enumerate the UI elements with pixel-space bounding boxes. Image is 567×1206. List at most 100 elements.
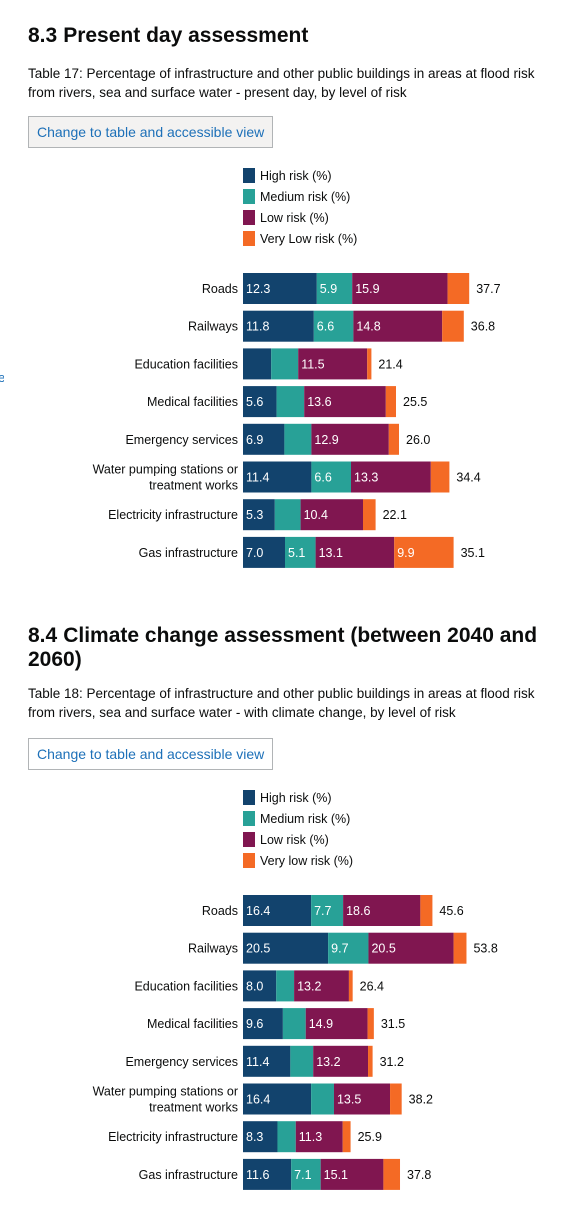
bar-segment [295,1121,343,1153]
category-label: Education facilities [134,979,238,993]
bar-segment [333,1083,391,1115]
bar-segment [313,310,354,342]
category-label: treatment works [149,479,238,493]
bar-value-label: 7.0 [246,546,263,560]
toggle-table-view-button[interactable]: Change to table and accessible view [28,738,274,770]
bar-segment [290,1045,314,1077]
bar-segment [243,932,329,964]
truncated-link-fragment[interactable]: e [0,371,4,385]
bar-value-label: 12.3 [246,282,270,296]
bar-segment [383,1158,401,1190]
bar-segment [243,1045,291,1077]
bar-value-label: 14.9 [309,1017,333,1031]
bar-segment [367,1008,374,1040]
legend-swatch [243,811,255,826]
bar-segment [243,1121,278,1153]
bar-segment [243,273,317,304]
bar-value-label: 16.4 [246,904,270,918]
section-number: 8.3 [28,24,58,47]
bar-segment [243,1083,312,1115]
legend-label: Low risk (%) [260,211,329,225]
section-heading: 8.4 Climate change assessment (between 20… [28,624,558,672]
legend-label: Very low risk (%) [260,854,353,868]
bar-value-label: 13.6 [307,395,331,409]
section-number: 8.4 [28,624,58,647]
bar-segment [282,1008,306,1040]
bar-value-label: 13.3 [354,471,378,485]
bar-value-label: 11.3 [299,1130,322,1144]
bar-total-label: 45.6 [439,904,463,918]
bar-total-label: 34.4 [456,471,480,485]
bar-segment [243,970,277,1002]
toggle-table-view-button[interactable]: Change to table and accessible view [28,116,274,148]
bar-segment [442,310,464,342]
category-label: Roads [202,282,238,296]
bar-value-label: 11.6 [246,1168,269,1182]
bar-segment [311,423,389,455]
bar-segment [420,895,433,926]
legend-swatch [243,168,255,183]
bar-value-label: 8.3 [246,1130,263,1144]
bar-segment [291,1158,321,1190]
bar-segment [304,386,386,418]
bar-value-label: 5.9 [320,282,337,296]
bar-segment [298,348,368,380]
legend-label: Low risk (%) [260,833,329,847]
bar-segment [305,1008,368,1040]
bar-value-label: 5.1 [288,546,305,560]
bar-segment [352,273,448,304]
bar-total-label: 21.4 [378,357,402,371]
bar-total-label: 25.9 [358,1130,382,1144]
bar-segment [243,895,312,926]
bar-segment [243,1158,292,1190]
legend-swatch [243,189,255,204]
bar-segment [243,499,275,531]
bar-segment [368,932,454,964]
bar-segment [348,970,353,1002]
bar-value-label: 18.6 [346,904,370,918]
category-label: treatment works [149,1101,238,1115]
bar-total-label: 36.8 [471,320,495,334]
bar-value-label: 6.6 [317,320,334,334]
bar-segment [313,1045,369,1077]
bar-segment [243,348,272,380]
bar-value-label: 20.5 [371,942,395,956]
bar-segment [320,1158,384,1190]
bar-value-label: 13.1 [319,546,343,560]
bar-segment [447,273,470,304]
legend-label: High risk (%) [260,169,332,183]
bar-segment [243,461,312,493]
section-heading: 8.3 Present day assessment [28,24,558,48]
legend-label: Medium risk (%) [260,190,350,204]
category-label: Railways [188,942,238,956]
section-title: Climate change assessment (between 2040 … [28,624,538,671]
section-present-day: 8.3 Present day assessment Table 17: Perc… [28,24,558,568]
section-climate-change: 8.4 Climate change assessment (between 20… [28,624,558,1190]
bar-segment [353,310,443,342]
bar-segment [311,895,344,926]
bar-segment [284,423,312,455]
category-label: Medical facilities [147,395,238,409]
bar-value-label: 13.5 [337,1093,361,1107]
bar-value-label: 6.6 [314,471,331,485]
legend-swatch [243,210,255,225]
bar-value-label: 6.9 [246,433,263,447]
bar-value-label: 7.7 [314,904,331,918]
category-label: Electricity infrastructure [108,508,238,522]
bar-total-label: 37.8 [407,1168,431,1182]
category-label: Gas infrastructure [139,546,238,560]
category-label: Emergency services [125,1055,238,1069]
bar-segment [394,536,454,568]
bar-segment [285,536,316,568]
bar-value-label: 15.9 [355,282,379,296]
legend-label: Very Low risk (%) [260,232,357,246]
bar-segment [430,461,450,493]
bar-value-label: 5.6 [246,395,263,409]
category-label: Medical facilities [147,1017,238,1031]
bar-total-label: 26.0 [406,433,430,447]
bar-segment [453,932,467,964]
bar-segment [276,970,295,1002]
bar-segment [271,348,299,380]
table-caption: Table 17: Percentage of infrastructure a… [28,66,535,100]
table-caption: Table 18: Percentage of infrastructure a… [28,686,535,720]
